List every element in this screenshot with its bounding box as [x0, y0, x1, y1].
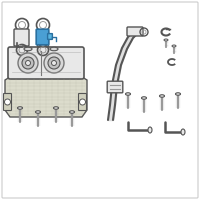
- Ellipse shape: [24, 47, 32, 51]
- Circle shape: [44, 53, 64, 73]
- Circle shape: [48, 57, 60, 69]
- Ellipse shape: [181, 129, 185, 135]
- Ellipse shape: [164, 39, 168, 41]
- Ellipse shape: [36, 111, 40, 113]
- Circle shape: [26, 60, 30, 66]
- Ellipse shape: [18, 107, 22, 109]
- FancyBboxPatch shape: [127, 27, 143, 36]
- FancyBboxPatch shape: [36, 29, 49, 45]
- Ellipse shape: [172, 45, 176, 47]
- FancyBboxPatch shape: [14, 29, 29, 46]
- FancyBboxPatch shape: [107, 81, 123, 93]
- Circle shape: [52, 60, 57, 66]
- Circle shape: [80, 99, 86, 105]
- Ellipse shape: [50, 47, 58, 51]
- FancyBboxPatch shape: [8, 47, 84, 79]
- Ellipse shape: [148, 127, 152, 133]
- Ellipse shape: [160, 95, 164, 97]
- FancyBboxPatch shape: [48, 34, 52, 39]
- Ellipse shape: [126, 93, 130, 95]
- Circle shape: [18, 53, 38, 73]
- FancyBboxPatch shape: [38, 31, 48, 46]
- Ellipse shape: [54, 107, 58, 109]
- Ellipse shape: [142, 97, 146, 99]
- Circle shape: [4, 99, 10, 105]
- FancyBboxPatch shape: [78, 94, 86, 110]
- Ellipse shape: [176, 93, 180, 95]
- Ellipse shape: [70, 111, 74, 113]
- Circle shape: [22, 57, 34, 69]
- FancyBboxPatch shape: [4, 94, 12, 110]
- Polygon shape: [5, 77, 87, 117]
